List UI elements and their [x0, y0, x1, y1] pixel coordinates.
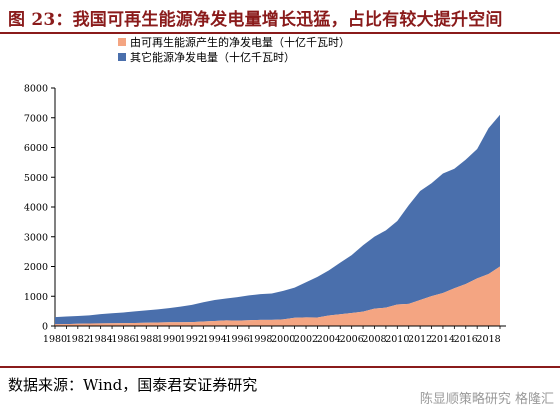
chart-title: 图 23：我国可再生能源净发电量增长迅猛，占比有较大提升空间 — [8, 10, 503, 30]
x-tick-label: 2016 — [454, 334, 478, 345]
y-tick-label: 2000 — [24, 262, 48, 273]
x-tick-label: 1980 — [43, 334, 67, 345]
legend: 由可再生能源产生的净发电量（十亿千瓦时）其它能源净发电量（十亿千瓦时） — [118, 35, 350, 64]
watermark: 陈显顺策略研究 格隆汇 — [419, 392, 554, 407]
x-tick-label: 1994 — [203, 334, 227, 345]
legend-item-renewable-label: 由可再生能源产生的净发电量（十亿千瓦时） — [130, 35, 350, 49]
series-other-area — [55, 114, 500, 325]
y-tick-label: 6000 — [24, 143, 48, 154]
x-tick-label: 2006 — [340, 334, 364, 345]
x-tick-label: 1984 — [89, 334, 113, 345]
y-tick-label: 0 — [42, 322, 48, 333]
x-tick-label: 1982 — [66, 334, 90, 345]
x-tick-label: 1998 — [248, 334, 272, 345]
x-tick-label: 2004 — [317, 334, 341, 345]
x-tick-label: 2012 — [408, 334, 432, 345]
x-tick-label: 1990 — [157, 334, 181, 345]
y-tick-label: 3000 — [24, 232, 48, 243]
series-renewable-area — [55, 266, 500, 326]
y-tick-label: 5000 — [24, 173, 48, 184]
source-note: 数据来源：Wind，国泰君安证券研究 — [8, 376, 258, 394]
x-tick-label: 2014 — [431, 334, 455, 345]
x-tick-label: 1992 — [180, 334, 204, 345]
x-tick-label: 1986 — [111, 334, 135, 345]
legend-item-renewable-swatch — [118, 38, 126, 46]
x-tick-label: 2008 — [362, 334, 386, 345]
x-tick-label: 2002 — [294, 334, 318, 345]
y-axis: 0 1000 2000 3000 4000 5000 6000 7000 8000 — [24, 84, 56, 333]
x-tick-label: 2000 — [271, 334, 295, 345]
x-tick-label: 1996 — [225, 334, 249, 345]
y-tick-label: 1000 — [24, 292, 48, 303]
y-tick-label: 7000 — [24, 113, 48, 124]
y-tick-label: 4000 — [24, 203, 48, 214]
x-tick-label: 2018 — [476, 334, 500, 345]
x-tick-label: 2010 — [385, 334, 409, 345]
x-tick-label: 1988 — [134, 334, 158, 345]
legend-item-other-swatch — [118, 53, 126, 61]
legend-item-other-label: 其它能源净发电量（十亿千瓦时） — [130, 50, 295, 64]
title-bar: 图 23：我国可再生能源净发电量增长迅猛，占比有较大提升空间 — [0, 0, 560, 34]
x-axis: 1980198219841986198819901992199419961998… — [43, 325, 506, 345]
chart: 由可再生能源产生的净发电量（十亿千瓦时）其它能源净发电量（十亿千瓦时） 0 100… — [24, 35, 506, 345]
y-tick-label: 8000 — [24, 84, 48, 95]
source-divider — [0, 366, 560, 368]
plot-area — [55, 114, 500, 326]
